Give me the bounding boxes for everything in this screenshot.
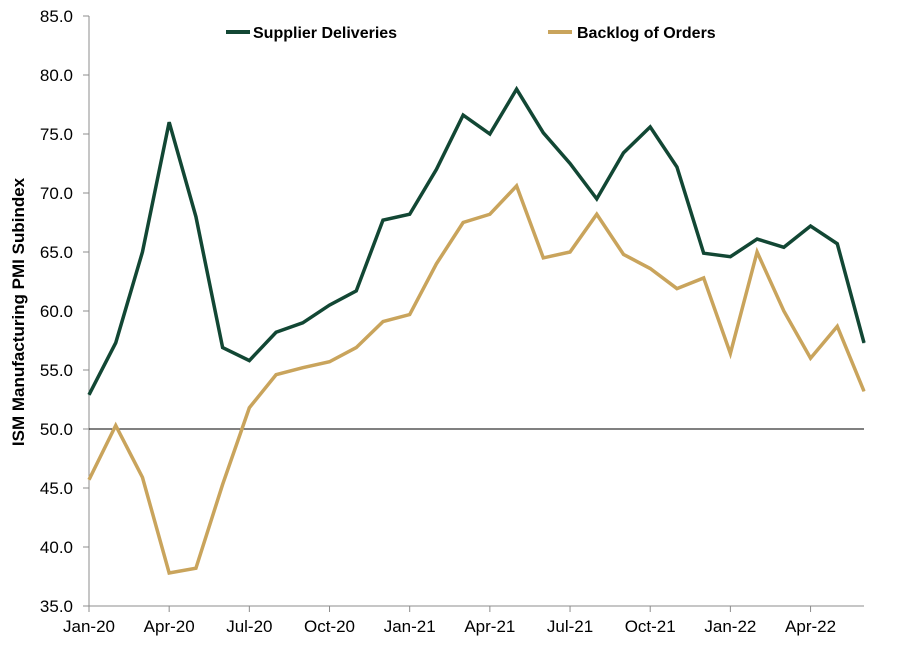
- x-axis-tick-labels: Jan-20 Apr-20 Jul-20 Oct-20 Jan-21 Apr-21 Jul-…: [63, 617, 836, 636]
- data-point-backlog-of-orders: [355, 347, 357, 349]
- legend-item-supplier-deliveries: Supplier Deliveries: [226, 25, 397, 42]
- data-point-supplier-deliveries: [275, 331, 277, 333]
- legend-label-backlog-of-orders: Backlog of Orders: [577, 25, 716, 42]
- y-tick-label: 75.0: [40, 125, 73, 144]
- data-point-backlog-of-orders: [542, 257, 544, 259]
- data-point-backlog-of-orders: [462, 222, 464, 223]
- data-point-backlog-of-orders: [489, 213, 491, 215]
- y-tick-label: 55.0: [40, 361, 73, 380]
- data-point-supplier-deliveries: [195, 216, 197, 218]
- data-point-supplier-deliveries: [783, 246, 785, 248]
- x-tick-label: Apr-20: [144, 617, 195, 636]
- x-tick-label: Apr-21: [464, 617, 515, 636]
- y-tick-label: 35.0: [40, 597, 73, 616]
- y-tick-label: 60.0: [40, 302, 73, 321]
- data-point-supplier-deliveries: [329, 304, 331, 306]
- data-point-backlog-of-orders: [329, 361, 331, 363]
- data-point-supplier-deliveries: [649, 126, 651, 128]
- y-axis-tick-labels: 35.0 40.0 45.0 50.0 55.0 60.0 65.0 70.0 75.0 80.0…: [40, 7, 73, 616]
- data-point-backlog-of-orders: [516, 185, 518, 187]
- data-point-backlog-of-orders: [729, 352, 731, 354]
- data-point-backlog-of-orders: [596, 213, 598, 215]
- y-tick-label: 65.0: [40, 243, 73, 262]
- x-tick-label: Jan-20: [63, 617, 115, 636]
- data-point-supplier-deliveries: [516, 88, 518, 90]
- data-point-backlog-of-orders: [168, 572, 170, 574]
- data-point-supplier-deliveries: [168, 121, 170, 123]
- data-point-backlog-of-orders: [115, 424, 117, 426]
- data-point-backlog-of-orders: [409, 314, 411, 316]
- data-point-backlog-of-orders: [810, 357, 812, 359]
- data-point-backlog-of-orders: [88, 479, 90, 481]
- data-point-backlog-of-orders: [863, 390, 865, 392]
- data-point-backlog-of-orders: [435, 263, 437, 265]
- data-point-supplier-deliveries: [676, 166, 678, 168]
- data-point-supplier-deliveries: [462, 114, 464, 116]
- data-point-supplier-deliveries: [248, 360, 250, 362]
- data-point-backlog-of-orders: [783, 310, 785, 312]
- data-point-supplier-deliveries: [355, 290, 357, 292]
- data-point-backlog-of-orders: [222, 483, 224, 485]
- y-tick-label: 40.0: [40, 538, 73, 557]
- x-tick-label: Jul-20: [226, 617, 272, 636]
- data-point-supplier-deliveries: [863, 342, 865, 344]
- x-tick-label: Jul-21: [547, 617, 593, 636]
- y-tick-label: 45.0: [40, 479, 73, 498]
- data-point-supplier-deliveries: [596, 198, 598, 200]
- legend-label-supplier-deliveries: Supplier Deliveries: [253, 25, 397, 42]
- data-point-supplier-deliveries: [542, 132, 544, 134]
- data-point-supplier-deliveries: [115, 342, 117, 344]
- data-point-backlog-of-orders: [141, 476, 143, 478]
- data-point-backlog-of-orders: [275, 374, 277, 376]
- data-point-supplier-deliveries: [489, 133, 491, 135]
- data-point-backlog-of-orders: [649, 268, 651, 270]
- x-tick-label: Apr-22: [785, 617, 836, 636]
- series-line-backlog-of-orders: [87, 182, 866, 575]
- data-point-backlog-of-orders: [382, 321, 384, 323]
- data-point-supplier-deliveries: [222, 347, 224, 349]
- series-lines: [87, 85, 866, 575]
- data-point-supplier-deliveries: [569, 163, 571, 164]
- data-point-supplier-deliveries: [622, 152, 624, 154]
- axes: [83, 15, 864, 612]
- y-tick-label: 70.0: [40, 184, 73, 203]
- legend: Supplier Deliveries Backlog of Orders: [226, 25, 716, 42]
- data-point-backlog-of-orders: [756, 251, 758, 253]
- data-point-backlog-of-orders: [836, 325, 838, 327]
- data-point-backlog-of-orders: [569, 251, 571, 253]
- data-point-backlog-of-orders: [676, 288, 678, 290]
- data-point-supplier-deliveries: [382, 219, 384, 221]
- x-tick-label: Jan-22: [704, 617, 756, 636]
- y-tick-label: 85.0: [40, 7, 73, 26]
- x-tick-label: Jan-21: [384, 617, 436, 636]
- data-point-supplier-deliveries: [141, 251, 143, 253]
- data-point-supplier-deliveries: [756, 238, 758, 240]
- data-point-supplier-deliveries: [729, 256, 731, 258]
- y-tick-label: 80.0: [40, 66, 73, 85]
- series-line-supplier-deliveries: [87, 85, 866, 396]
- data-point-supplier-deliveries: [703, 252, 705, 254]
- legend-item-backlog-of-orders: Backlog of Orders: [548, 25, 716, 42]
- data-point-supplier-deliveries: [435, 168, 437, 170]
- data-point-backlog-of-orders: [195, 567, 197, 569]
- data-point-backlog-of-orders: [703, 277, 705, 279]
- y-tick-label: 50.0: [40, 420, 73, 439]
- data-point-backlog-of-orders: [248, 407, 250, 409]
- data-point-supplier-deliveries: [409, 213, 411, 215]
- x-tick-label: Oct-21: [625, 617, 676, 636]
- data-point-supplier-deliveries: [302, 322, 304, 324]
- data-point-supplier-deliveries: [810, 225, 812, 227]
- x-tick-label: Oct-20: [304, 617, 355, 636]
- data-point-backlog-of-orders: [622, 253, 624, 255]
- y-axis-title: ISM Manufacturing PMI Subindex: [9, 177, 28, 446]
- data-point-backlog-of-orders: [302, 367, 304, 369]
- data-point-supplier-deliveries: [88, 394, 90, 396]
- data-point-supplier-deliveries: [836, 243, 838, 245]
